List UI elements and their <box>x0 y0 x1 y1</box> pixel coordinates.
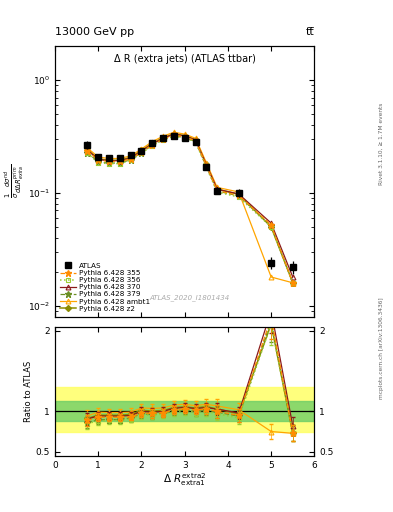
Text: 13000 GeV pp: 13000 GeV pp <box>55 27 134 37</box>
Text: Δ R (extra jets) (ATLAS ttbar): Δ R (extra jets) (ATLAS ttbar) <box>114 54 256 64</box>
Y-axis label: $\frac{1}{\sigma}\frac{d\sigma^{nd}}{d\Delta R^{prim}_{extra}}$: $\frac{1}{\sigma}\frac{d\sigma^{nd}}{d\D… <box>3 164 26 199</box>
Text: ATLAS_2020_I1801434: ATLAS_2020_I1801434 <box>150 294 230 301</box>
Text: Rivet 3.1.10, ≥ 1.7M events: Rivet 3.1.10, ≥ 1.7M events <box>379 102 384 184</box>
Text: mcplots.cern.ch [arXiv:1306.3436]: mcplots.cern.ch [arXiv:1306.3436] <box>379 297 384 399</box>
X-axis label: $\Delta\ R^{\mathrm{extra2}}_{\mathrm{extra1}}$: $\Delta\ R^{\mathrm{extra2}}_{\mathrm{ex… <box>163 471 206 488</box>
Text: tt̅: tt̅ <box>306 27 314 37</box>
Legend: ATLAS, Pythia 6.428 355, Pythia 6.428 356, Pythia 6.428 370, Pythia 6.428 379, P: ATLAS, Pythia 6.428 355, Pythia 6.428 35… <box>59 262 151 313</box>
Y-axis label: Ratio to ATLAS: Ratio to ATLAS <box>24 360 33 422</box>
